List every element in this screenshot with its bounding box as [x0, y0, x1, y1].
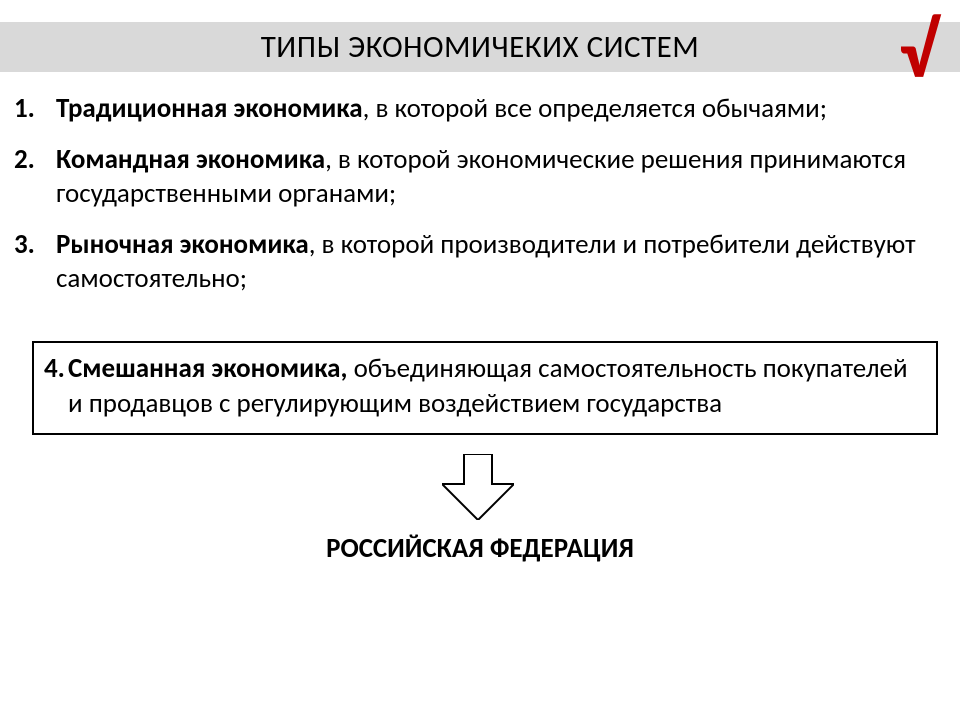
- item-body: Смешанная экономика, объединяющая самост…: [68, 352, 926, 421]
- item-term: Смешанная экономика,: [68, 352, 354, 385]
- slide: ТИПЫ ЭКОНОМИЧЕКИХ СИСТЕМ √ 1. Традиционн…: [0, 0, 960, 720]
- item-number: 2.: [14, 143, 56, 212]
- down-arrow-icon: [442, 454, 514, 525]
- item-body: Традиционная экономика, в которой все оп…: [56, 92, 944, 127]
- list-item: 3. Рыночная экономика, в которой произво…: [14, 228, 944, 297]
- item-number: 4.: [44, 352, 68, 421]
- page-title: ТИПЫ ЭКОНОМИЧЕКИХ СИСТЕМ: [261, 28, 700, 66]
- item-term: Рыночная экономика: [56, 228, 309, 261]
- list-item: 2. Командная экономика, в которой эконом…: [14, 143, 944, 212]
- list-item: 4. Смешанная экономика, объединяющая сам…: [44, 352, 926, 421]
- item-number: 1.: [14, 92, 56, 127]
- definition-list: 1. Традиционная экономика, в которой все…: [14, 92, 944, 313]
- highlighted-item-box: 4. Смешанная экономика, объединяющая сам…: [32, 341, 938, 435]
- conclusion-label: РОССИЙСКАЯ ФЕДЕРАЦИЯ: [0, 532, 960, 565]
- item-body: Рыночная экономика, в которой производит…: [56, 228, 944, 297]
- item-number: 3.: [14, 228, 56, 297]
- item-rest: , в которой все определяется обычаями;: [363, 92, 827, 125]
- item-term: Командная экономика: [56, 143, 325, 176]
- list-item: 1. Традиционная экономика, в которой все…: [14, 92, 944, 127]
- checkmark-icon: √: [899, 12, 938, 90]
- title-bar: ТИПЫ ЭКОНОМИЧЕКИХ СИСТЕМ: [0, 22, 960, 72]
- item-term: Традиционная экономика: [56, 92, 363, 125]
- item-body: Командная экономика, в которой экономиче…: [56, 143, 944, 212]
